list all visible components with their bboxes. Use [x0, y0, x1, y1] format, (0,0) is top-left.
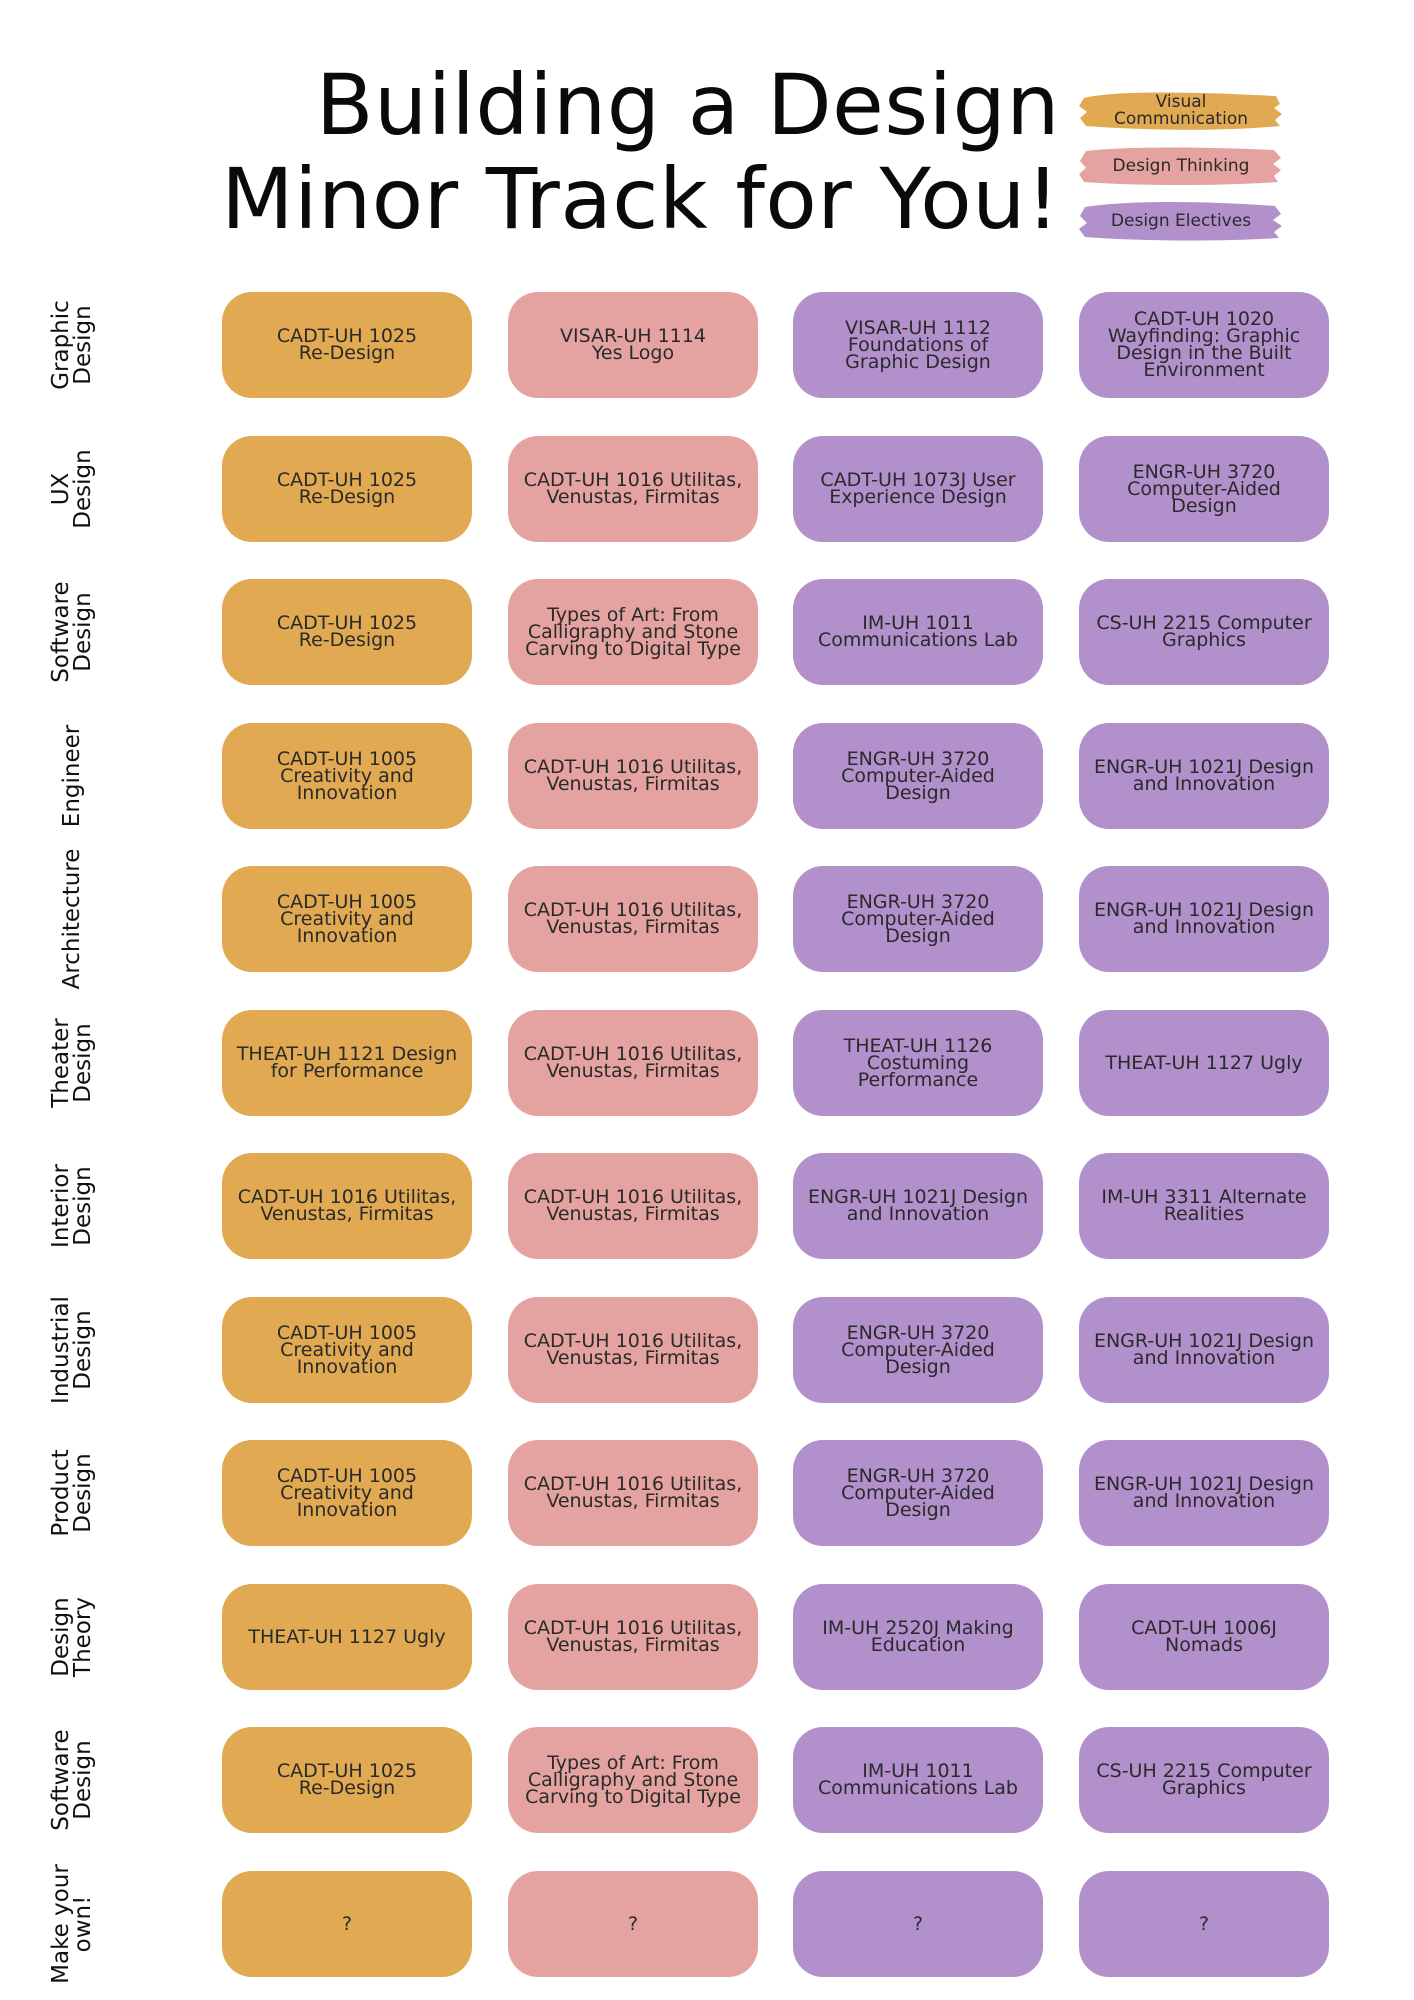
course-card: CADT-UH 1016 Utilitas, Venustas, Firmita… — [508, 436, 758, 542]
course-card: CS-UH 2215 Computer Graphics — [1079, 579, 1329, 685]
course-card: THEAT-UH 1127 Ugly — [222, 1584, 472, 1690]
track-label: Architecture — [59, 848, 85, 990]
legend-item-visual-communication: Visual Communication — [1078, 86, 1284, 136]
track-label: Engineer — [59, 724, 85, 828]
course-card: Types of Art: From Calligraphy and Stone… — [508, 579, 758, 685]
track-row: Industrial Design CADT-UH 1005 Creativity… — [0, 1296, 1414, 1404]
course-card: ENGR-UH 1021J Design and Innovation — [1079, 723, 1329, 829]
course-card: ENGR-UH 1021J Design and Innovation — [793, 1153, 1043, 1259]
track-label: UX Design — [48, 449, 96, 529]
course-card: IM-UH 1011 Communications Lab — [793, 579, 1043, 685]
track-label: Make your own! — [48, 1864, 96, 1984]
brush-stroke-icon — [1079, 147, 1281, 185]
course-card: CADT-UH 1005 Creativity and Innovation — [222, 866, 472, 972]
track-label: Industrial Design — [48, 1296, 96, 1404]
legend-label: Visual Communication — [1114, 92, 1248, 129]
course-card: ? — [1079, 1871, 1329, 1977]
brush-stroke-icon — [1079, 92, 1282, 130]
track-row: Graphic Design CADT-UH 1025 Re-Design VISA… — [0, 292, 1414, 398]
track-label: Graphic Design — [48, 300, 96, 390]
course-card: CADT-UH 1016 Utilitas, Venustas, Firmita… — [508, 723, 758, 829]
course-card: ENGR-UH 3720 Computer-Aided Design — [793, 1297, 1043, 1403]
course-card: ENGR-UH 1021J Design and Innovation — [1079, 1440, 1329, 1546]
legend-item-design-electives: Design Electives — [1078, 196, 1284, 246]
course-card: CADT-UH 1005 Creativity and Innovation — [222, 1297, 472, 1403]
legend: Visual Communication Design Thinking Des… — [1078, 86, 1284, 251]
course-card: ENGR-UH 3720 Computer-Aided Design — [1079, 436, 1329, 542]
course-card: THEAT-UH 1121 Design for Performance — [222, 1010, 472, 1116]
course-card: CADT-UH 1016 Utilitas, Venustas, Firmita… — [222, 1153, 472, 1259]
track-row: Interior Design CADT-UH 1016 Utilitas, Ve… — [0, 1153, 1414, 1259]
course-card: CS-UH 2215 Computer Graphics — [1079, 1727, 1329, 1833]
track-label: Theater Design — [48, 1018, 96, 1108]
track-row: Software Design CADT-UH 1025 Re-Design Typ… — [0, 579, 1414, 685]
track-label: Interior Design — [48, 1164, 96, 1248]
course-card: CADT-UH 1025 Re-Design — [222, 579, 472, 685]
course-card: THEAT-UH 1126 Costuming Performance — [793, 1010, 1043, 1116]
course-card: IM-UH 2520J Making Education — [793, 1584, 1043, 1690]
course-card: CADT-UH 1016 Utilitas, Venustas, Firmita… — [508, 1440, 758, 1546]
course-card: ENGR-UH 3720 Computer-Aided Design — [793, 866, 1043, 972]
track-label: Software Design — [48, 581, 96, 683]
title-line-1: Building a Design — [315, 56, 1060, 154]
track-row: Theater Design THEAT-UH 1121 Design for P… — [0, 1010, 1414, 1116]
course-card: CADT-UH 1016 Utilitas, Venustas, Firmita… — [508, 866, 758, 972]
track-row: UX Design CADT-UH 1025 Re-Design CADT-UH 1… — [0, 436, 1414, 542]
course-card: CADT-UH 1025 Re-Design — [222, 292, 472, 398]
track-row: Make your own!???? — [0, 1864, 1414, 1984]
course-card: CADT-UH 1005 Creativity and Innovation — [222, 1440, 472, 1546]
track-row: Engineer CADT-UH 1005 Creativity and Inno… — [0, 723, 1414, 829]
course-card: CADT-UH 1016 Utilitas, Venustas, Firmita… — [508, 1153, 758, 1259]
track-row: Design Theory THEAT-UH 1127 Ugly CADT-UH 1… — [0, 1584, 1414, 1690]
legend-label: Design Electives — [1110, 210, 1252, 231]
course-card: CADT-UH 1005 Creativity and Innovation — [222, 723, 472, 829]
track-label: Product Design — [48, 1449, 96, 1537]
course-card: ? — [508, 1871, 758, 1977]
brush-stroke-icon — [1079, 202, 1282, 241]
track-row: Product Design CADT-UH 1005 Creativity an… — [0, 1440, 1414, 1546]
title-line-2: Minor Track for You! — [221, 150, 1060, 248]
track-row: Architecture CADT-UH 1005 Creativity and … — [0, 849, 1414, 989]
course-card: VISAR-UH 1112 Foundations of Graphic Des… — [793, 292, 1043, 398]
course-card: ? — [222, 1871, 472, 1977]
course-card: CADT-UH 1020 Wayfinding: Graphic Design … — [1079, 292, 1329, 398]
course-card: CADT-UH 1016 Utilitas, Venustas, Firmita… — [508, 1010, 758, 1116]
course-card: THEAT-UH 1127 Ugly — [1079, 1010, 1329, 1116]
course-card: IM-UH 3311 Alternate Realities — [1079, 1153, 1329, 1259]
course-card: VISAR-UH 1114 Yes Logo — [508, 292, 758, 398]
course-card: CADT-UH 1016 Utilitas, Venustas, Firmita… — [508, 1584, 758, 1690]
track-label: Software Design — [48, 1729, 96, 1831]
track-label: Design Theory — [48, 1597, 96, 1677]
legend-label: Design Thinking — [1112, 155, 1250, 176]
course-card: CADT-UH 1025 Re-Design — [222, 436, 472, 542]
page-title: Building a Design Minor Track for You! — [100, 58, 1060, 246]
course-card: CADT-UH 1025 Re-Design — [222, 1727, 472, 1833]
course-card: Types of Art: From Calligraphy and Stone… — [508, 1727, 758, 1833]
course-card: CADT-UH 1073J User Experience Design — [793, 436, 1043, 542]
course-card: ENGR-UH 3720 Computer-Aided Design — [793, 1440, 1043, 1546]
legend-item-design-thinking: Design Thinking — [1078, 141, 1284, 191]
course-card: CADT-UH 1006J Nomads — [1079, 1584, 1329, 1690]
course-card: ENGR-UH 1021J Design and Innovation — [1079, 1297, 1329, 1403]
course-card: CADT-UH 1016 Utilitas, Venustas, Firmita… — [508, 1297, 758, 1403]
course-card: ENGR-UH 1021J Design and Innovation — [1079, 866, 1329, 972]
track-row: Software Design CADT-UH 1025 Re-Design Typ… — [0, 1727, 1414, 1833]
course-card: ENGR-UH 3720 Computer-Aided Design — [793, 723, 1043, 829]
course-card: ? — [793, 1871, 1043, 1977]
course-card: IM-UH 1011 Communications Lab — [793, 1727, 1043, 1833]
